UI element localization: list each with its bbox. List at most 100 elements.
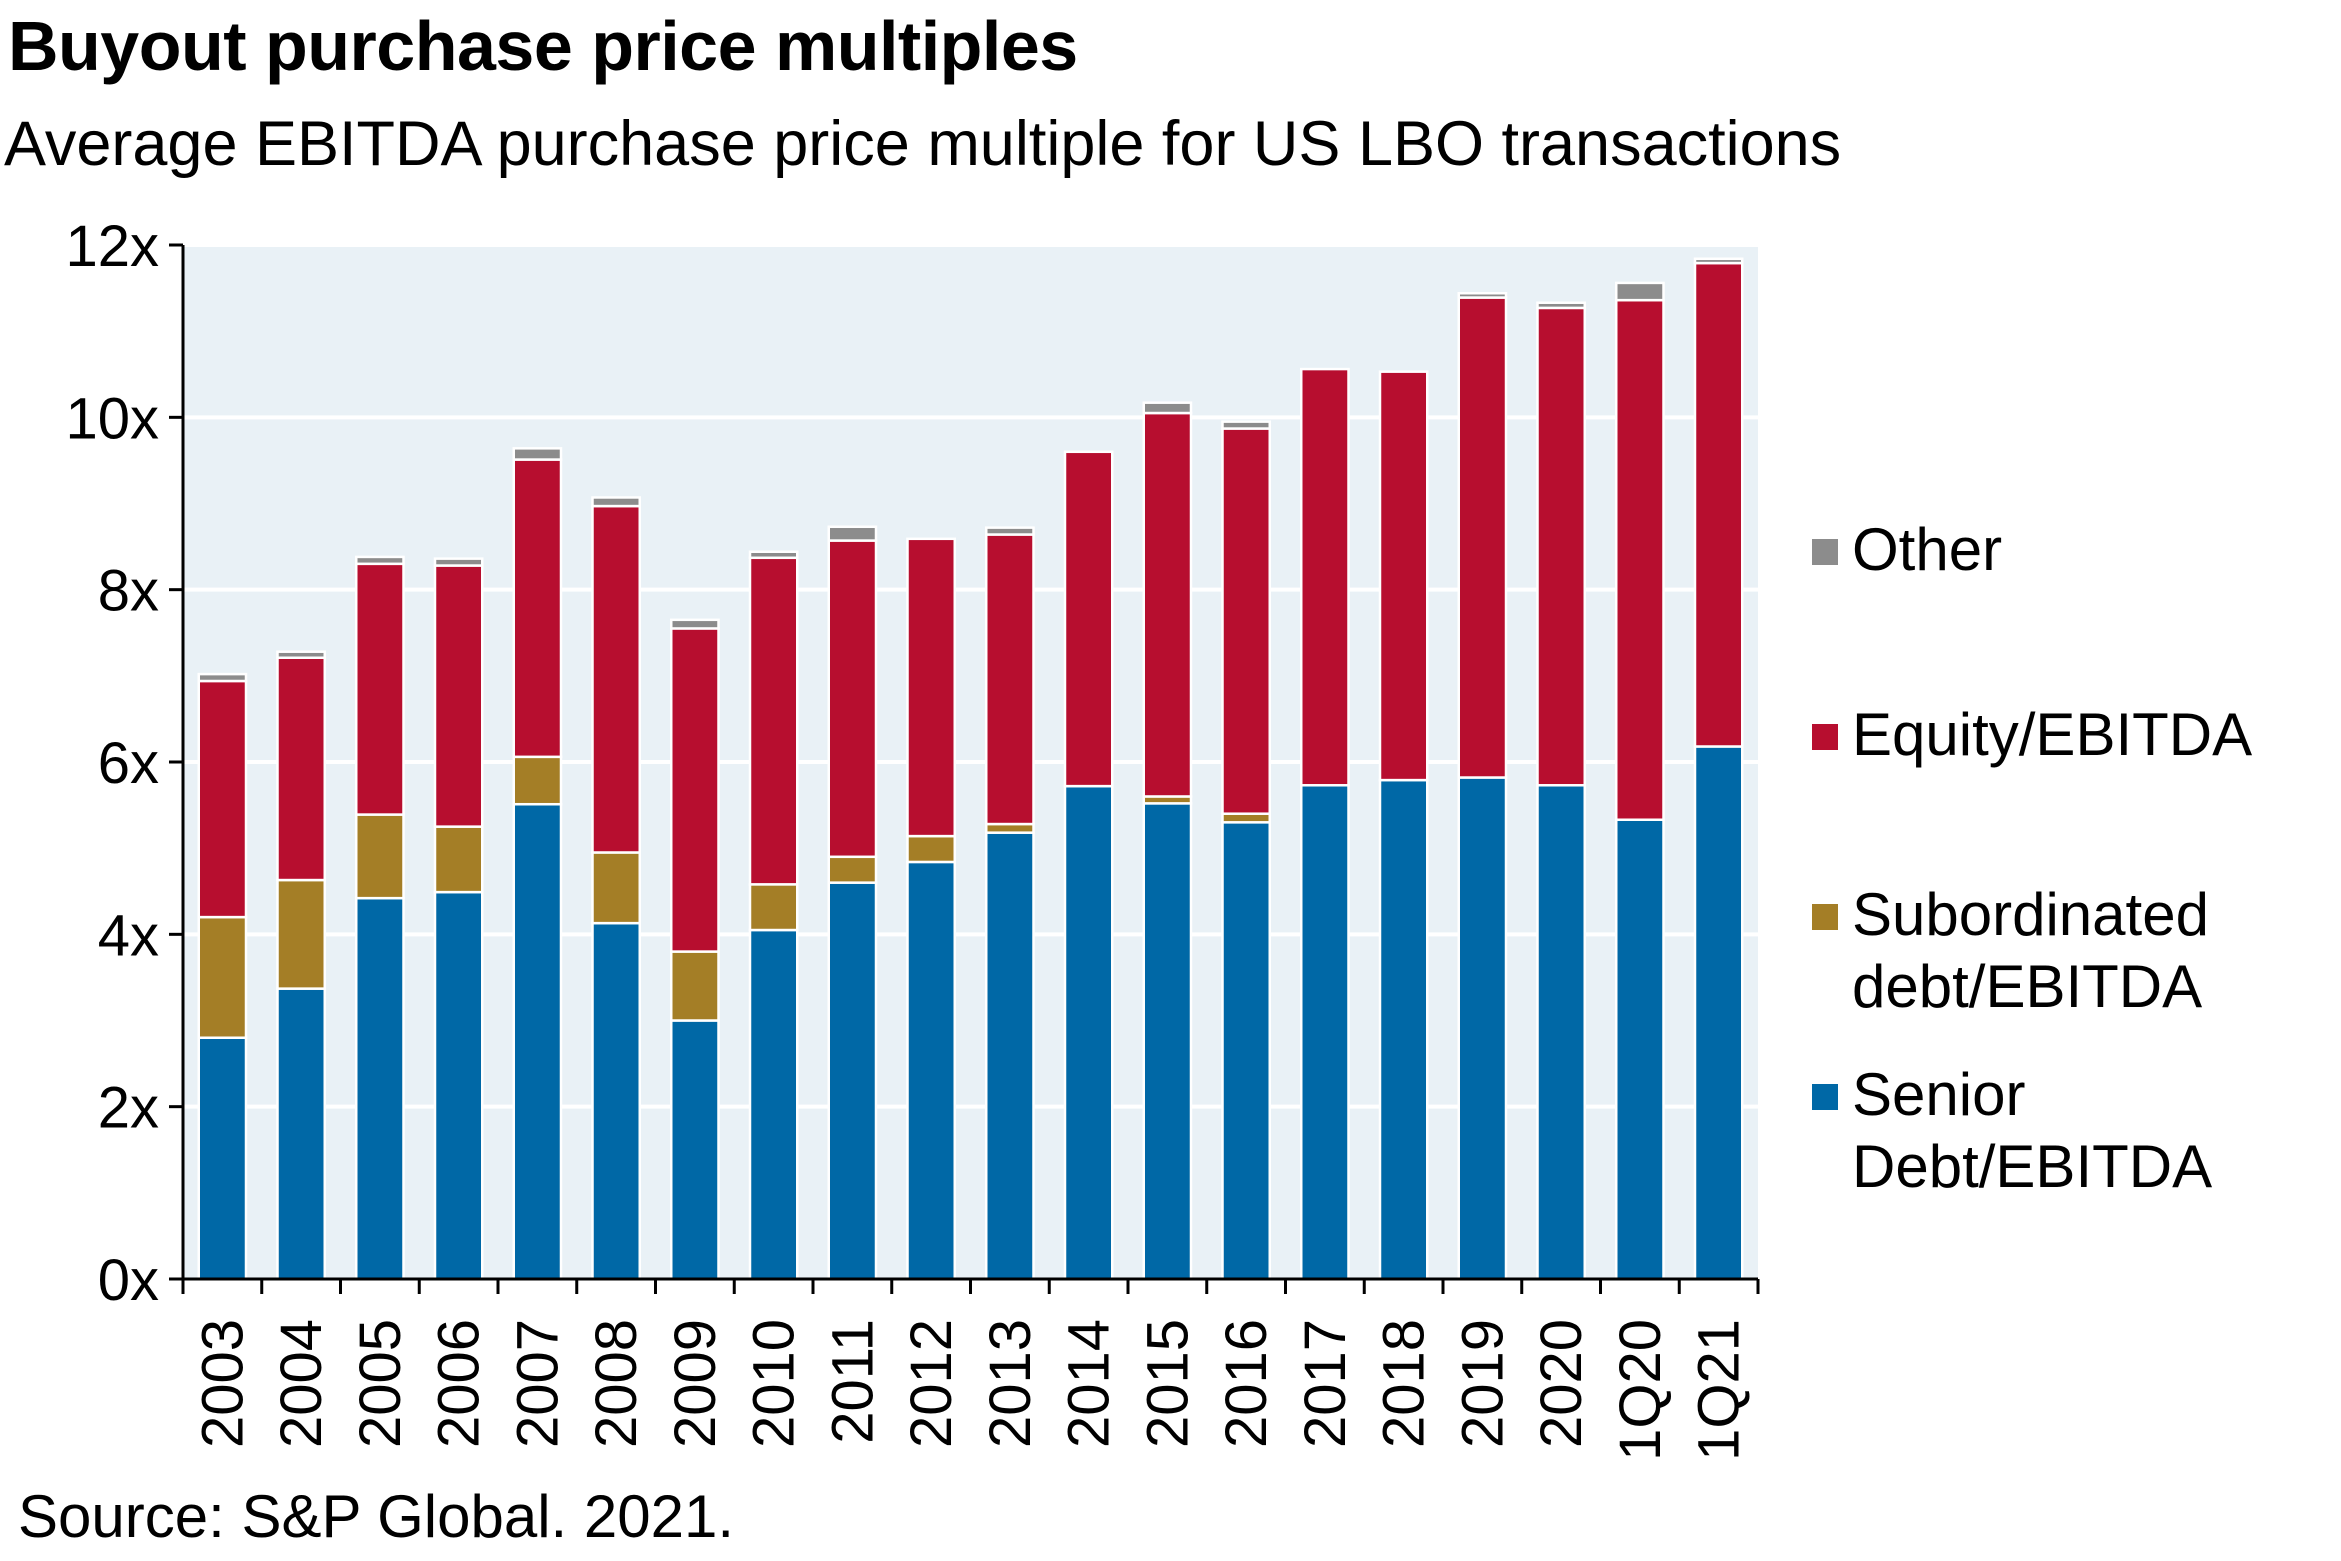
bar-segment [827, 855, 878, 884]
bar-segment [197, 679, 248, 919]
bar-segment [591, 851, 641, 925]
x-tick-label: 2019 [1450, 1319, 1515, 1448]
bar-segment [512, 447, 563, 461]
bar-segment [985, 533, 1035, 826]
bar-segment [906, 537, 956, 838]
bar-segment [1457, 292, 1508, 299]
x-tick-label: 2016 [1214, 1319, 1279, 1448]
bar-segment [1536, 306, 1586, 787]
bar-segment [433, 557, 484, 567]
bar-segment [355, 896, 405, 1281]
x-tick-label: 2012 [899, 1319, 964, 1448]
y-tick-label: 2x [98, 1076, 159, 1141]
x-tick-label: 2009 [663, 1319, 728, 1448]
y-tick-label: 10x [65, 386, 159, 451]
bar-segment [1457, 296, 1508, 779]
bar-segment [1615, 281, 1665, 302]
x-tick-label: 2011 [820, 1319, 885, 1444]
bar-segment [1300, 784, 1350, 1281]
bar-segment [197, 915, 248, 1039]
legend-swatch [1812, 904, 1838, 930]
legend-swatch [1812, 1084, 1838, 1110]
bar-segment [197, 1036, 248, 1281]
x-tick-label: 1Q21 [1687, 1319, 1752, 1461]
bar-segment [355, 555, 405, 566]
bar-segment [1221, 420, 1271, 430]
bar-segment [1142, 802, 1193, 1281]
bar-segment [433, 825, 484, 894]
x-tick-label: 2007 [505, 1319, 570, 1448]
bar-segment [512, 755, 563, 806]
legend-swatch [1812, 724, 1838, 750]
bar-segment [1063, 450, 1114, 788]
bar-segment [827, 525, 878, 542]
x-tick-label: 2010 [742, 1319, 807, 1448]
y-tick-label: 8x [98, 559, 159, 624]
chart-title: Buyout purchase price multiples [8, 7, 1078, 85]
x-tick-label: 2020 [1529, 1319, 1594, 1448]
bar-segment [985, 526, 1035, 536]
bar-segment [748, 556, 799, 886]
bar-segment [1378, 778, 1429, 1281]
bar-segment [197, 672, 248, 683]
bar-segment [591, 921, 641, 1281]
bar-segment [355, 813, 405, 900]
bar-segment [1221, 427, 1271, 815]
bar-segment [1693, 261, 1744, 748]
x-tick-label: 2006 [427, 1319, 492, 1448]
bar-segment [433, 564, 484, 828]
x-tick-label: 2018 [1372, 1319, 1437, 1448]
bar-segment [512, 802, 563, 1281]
bar-segment [591, 504, 641, 854]
bar-segment [748, 550, 799, 560]
bar-segment [1142, 411, 1193, 798]
bar-segment [906, 860, 956, 1281]
legend-label: Equity/EBITDA [1852, 701, 2252, 768]
chart-source: Source: S&P Global. 2021. [18, 1483, 735, 1550]
y-tick-label: 0x [98, 1248, 159, 1313]
bar-segment [985, 822, 1035, 834]
bar-segment [748, 928, 799, 1281]
bar-segment [1063, 784, 1114, 1281]
bar-segment [276, 656, 326, 882]
bar-segment [1221, 812, 1271, 824]
legend-label: Debt/EBITDA [1852, 1133, 2212, 1200]
legend-label: Other [1852, 516, 2002, 583]
bar-segment [276, 650, 326, 659]
bar-segment [748, 883, 799, 932]
legend-label: Senior [1852, 1061, 2025, 1128]
x-tick-label: 2013 [978, 1319, 1043, 1448]
bar-segment [512, 458, 563, 759]
bar-segment [906, 834, 956, 864]
bar-segment [670, 950, 720, 1022]
bar-segment [1693, 745, 1744, 1281]
bar-segment [1615, 818, 1665, 1281]
bar-segment [670, 618, 720, 630]
y-tick-label: 6x [98, 731, 159, 796]
bar-segment [591, 496, 641, 508]
bar-segment [1693, 257, 1744, 265]
bar-segment [355, 562, 405, 816]
chart-subtitle: Average EBITDA purchase price multiple f… [4, 109, 1842, 179]
bar-segment [1300, 367, 1350, 787]
bar-segment [1378, 370, 1429, 782]
bar-segment [1457, 776, 1508, 1281]
y-tick-label: 4x [98, 903, 159, 968]
bar-segment [1536, 301, 1586, 310]
bar-segment [276, 987, 326, 1281]
legend-label: debt/EBITDA [1852, 953, 2202, 1020]
x-tick-label: 1Q20 [1608, 1319, 1673, 1461]
bar-segment [276, 878, 326, 990]
bar-segment [827, 881, 878, 1281]
bar-segment [1536, 784, 1586, 1281]
x-tick-label: 2014 [1057, 1319, 1122, 1448]
bar-segment [670, 627, 720, 953]
x-tick-label: 2008 [584, 1319, 649, 1448]
legend-swatch [1812, 539, 1838, 565]
bar-segment [827, 539, 878, 859]
bar-segment [433, 890, 484, 1281]
x-tick-label: 2005 [348, 1319, 413, 1448]
x-tick-label: 2004 [269, 1319, 334, 1448]
x-tick-label: 2015 [1135, 1319, 1200, 1448]
